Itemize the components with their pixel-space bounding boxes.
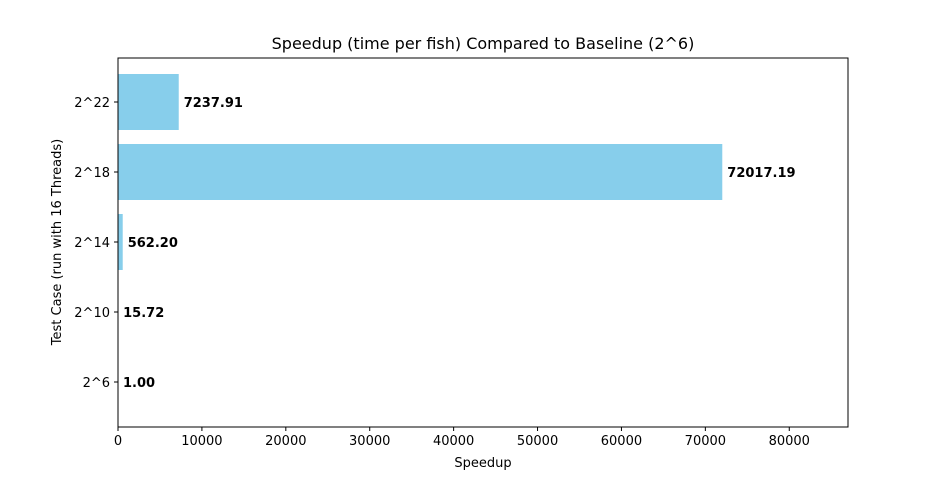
x-tick-label: 50000 [517,434,558,449]
data-label: 562.20 [128,236,178,251]
x-axis-label: Speedup [454,456,511,471]
bar [118,214,123,270]
x-tick-label: 10000 [181,434,222,449]
y-tick-label: 2^10 [74,306,110,321]
y-tick-label: 2^14 [74,236,110,251]
data-label: 72017.19 [727,166,795,181]
x-tick-label: 80000 [769,434,810,449]
data-labels-group: 1.00 15.72 562.20 72017.19 7237.91 [123,96,796,391]
data-label: 1.00 [123,376,155,391]
chart-title: Speedup (time per fish) Compared to Base… [272,34,695,53]
x-tick-label: 60000 [601,434,642,449]
bar [118,144,723,200]
data-label: 15.72 [123,306,164,321]
y-axis: 2^6 2^10 2^14 2^18 2^22 [74,96,118,391]
y-tick-label: 2^18 [74,166,110,181]
x-tick-label: 40000 [433,434,474,449]
x-tick-label: 0 [114,434,122,449]
y-tick-label: 2^6 [83,376,110,391]
y-axis-label: Test Case (run with 16 Threads) [50,139,65,346]
plot-frame [117,57,849,428]
data-label: 7237.91 [184,96,243,111]
x-tick-label: 30000 [349,434,390,449]
x-tick-label: 20000 [265,434,306,449]
bar [118,74,179,130]
x-axis: 0 10000 20000 30000 40000 50000 60000 70000 8000… [114,427,810,449]
bars-group [118,74,723,410]
x-tick-label: 70000 [685,434,726,449]
y-tick-label: 2^22 [74,96,110,111]
